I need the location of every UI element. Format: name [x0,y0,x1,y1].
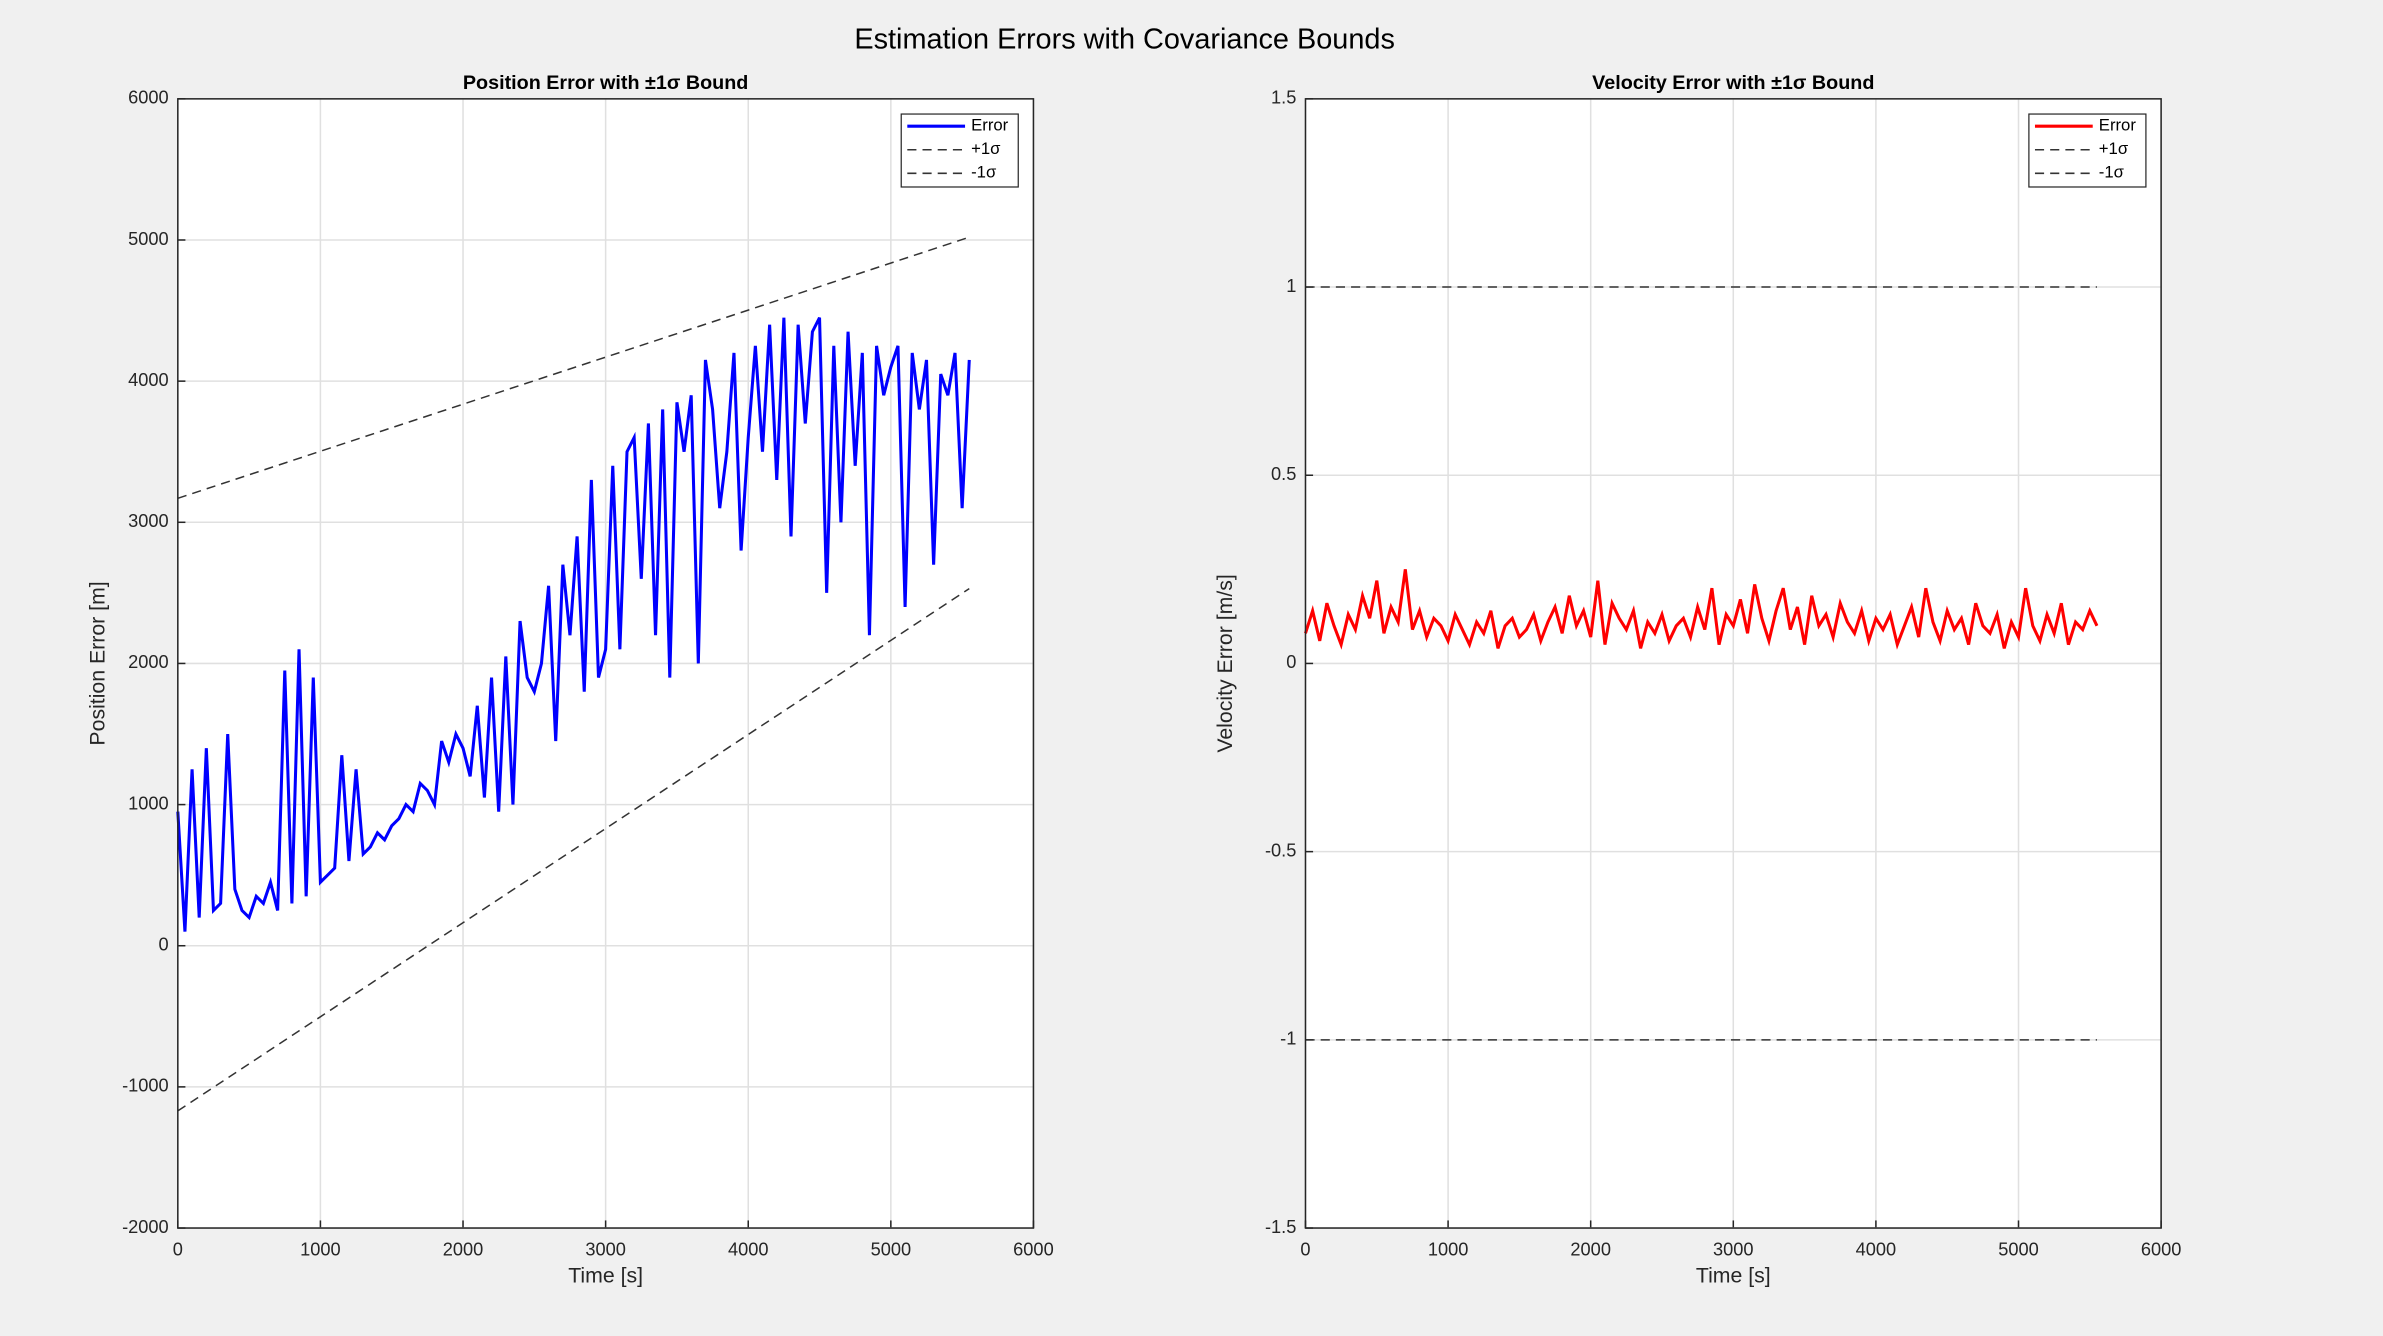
y-tick-label: 1.5 [1271,87,1296,108]
x-tick-label: 4000 [1856,1239,1897,1260]
y-tick-label: 2000 [128,651,169,672]
y-tick-label: 0 [1286,651,1296,672]
x-tick-label: 4000 [728,1239,769,1260]
series-line [176,316,971,932]
x-tick-label: 2000 [443,1239,484,1260]
x-tick-label: 6000 [1013,1239,1054,1260]
y-tick-label: -0.5 [1265,839,1296,860]
x-tick-label: 0 [173,1239,183,1260]
figure-title: Estimation Errors with Covariance Bounds [854,24,1395,56]
x-tick-label: 1000 [1428,1239,1469,1260]
x-tick-label: 6000 [2141,1239,2182,1260]
x-tick-label: 0 [1300,1239,1310,1260]
chart-title: Position Error with ±1σ Bound [463,72,749,94]
legend-label: Error [2099,116,2137,135]
legend-label: +1σ [2099,139,2129,158]
y-tick-label: 1 [1286,275,1296,296]
y-tick-label: 4000 [128,369,169,390]
y-axis-label: Velocity Error [m/s] [1213,574,1237,752]
y-tick-label: 5000 [128,228,169,249]
legend-label: -1σ [971,163,997,182]
y-axis-label: Position Error [m] [85,581,109,745]
series-line [177,588,970,1112]
legend-label: Error [971,116,1009,135]
x-tick-label: 3000 [585,1239,626,1260]
legend-label: +1σ [971,139,1001,158]
x-tick-label: 3000 [1713,1239,1754,1260]
x-tick-label: 5000 [1998,1239,2039,1260]
x-tick-label: 2000 [1570,1239,1611,1260]
x-tick-label: 1000 [300,1239,341,1260]
y-tick-label: 1000 [128,792,169,813]
chart-title: Velocity Error with ±1σ Bound [1592,72,1874,94]
series-line [1304,569,2099,650]
y-tick-label: -1.5 [1265,1216,1296,1237]
y-tick-label: 3000 [128,510,169,531]
y-tick-label: -1000 [122,1075,169,1096]
x-axis-label: Time [s] [1696,1263,1771,1287]
x-tick-label: 5000 [871,1239,912,1260]
y-tick-label: -2000 [122,1216,169,1237]
plot-frame [177,98,1035,1229]
y-tick-label: 0.5 [1271,463,1296,484]
x-axis-label: Time [s] [568,1263,643,1287]
legend-label: -1σ [2099,163,2125,182]
y-tick-label: 0 [159,934,169,955]
y-tick-label: -1 [1280,1028,1296,1049]
plot-frame [1304,98,2162,1229]
y-tick-label: 6000 [128,87,169,108]
series-line [177,236,970,500]
